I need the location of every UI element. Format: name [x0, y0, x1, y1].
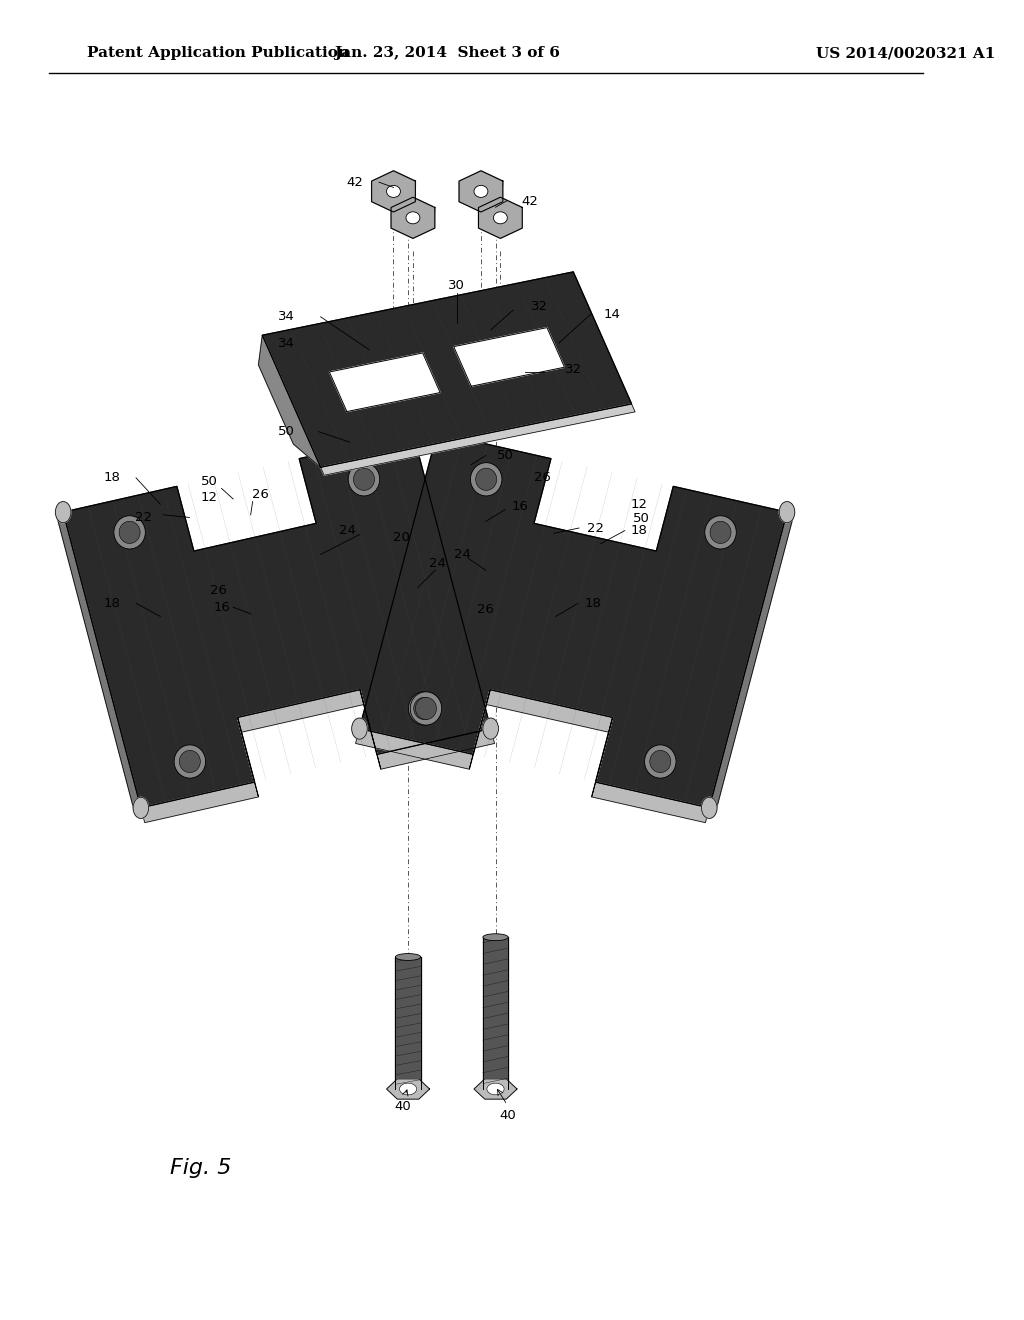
Polygon shape — [321, 404, 635, 475]
Polygon shape — [141, 781, 258, 822]
Text: 34: 34 — [279, 337, 295, 350]
Text: 18: 18 — [631, 524, 648, 537]
Polygon shape — [483, 937, 508, 1089]
Polygon shape — [372, 170, 416, 213]
Polygon shape — [377, 729, 495, 770]
Ellipse shape — [416, 697, 436, 719]
Polygon shape — [330, 352, 440, 412]
Circle shape — [701, 797, 717, 818]
Text: 26: 26 — [534, 471, 551, 484]
Text: 16: 16 — [213, 601, 230, 614]
Text: US 2014/0020321 A1: US 2014/0020321 A1 — [816, 46, 995, 61]
Ellipse shape — [353, 469, 375, 490]
Text: 22: 22 — [135, 511, 153, 524]
Text: 42: 42 — [346, 176, 364, 189]
Text: 34: 34 — [279, 310, 295, 323]
Text: 24: 24 — [454, 548, 471, 561]
Text: Fig. 5: Fig. 5 — [170, 1158, 231, 1179]
Ellipse shape — [483, 933, 508, 941]
Text: Jan. 23, 2014  Sheet 3 of 6: Jan. 23, 2014 Sheet 3 of 6 — [334, 46, 560, 61]
Polygon shape — [360, 689, 381, 770]
Ellipse shape — [386, 185, 400, 198]
Text: 30: 30 — [449, 279, 465, 292]
Polygon shape — [56, 512, 141, 809]
Circle shape — [351, 718, 368, 739]
Text: 18: 18 — [585, 597, 601, 610]
Ellipse shape — [399, 1084, 417, 1094]
Polygon shape — [393, 170, 416, 186]
Polygon shape — [474, 1078, 517, 1100]
Text: 20: 20 — [393, 531, 410, 544]
Ellipse shape — [395, 953, 421, 961]
Ellipse shape — [710, 521, 731, 544]
Polygon shape — [454, 327, 564, 387]
Polygon shape — [592, 781, 710, 822]
Polygon shape — [359, 433, 787, 808]
Polygon shape — [355, 729, 473, 770]
Polygon shape — [478, 197, 522, 239]
Polygon shape — [710, 512, 794, 809]
Circle shape — [133, 797, 148, 818]
Ellipse shape — [470, 462, 502, 496]
Text: 50: 50 — [497, 449, 514, 462]
Ellipse shape — [644, 744, 676, 777]
Polygon shape — [387, 1078, 429, 1100]
Text: 22: 22 — [587, 521, 604, 535]
Text: 24: 24 — [429, 557, 445, 570]
Circle shape — [406, 422, 421, 444]
Ellipse shape — [705, 516, 736, 549]
Polygon shape — [395, 957, 421, 1089]
Text: Patent Application Publication: Patent Application Publication — [87, 46, 349, 61]
Ellipse shape — [494, 211, 507, 224]
Text: 12: 12 — [201, 491, 217, 504]
Polygon shape — [469, 689, 490, 770]
Circle shape — [429, 422, 445, 444]
Text: 12: 12 — [631, 498, 648, 511]
Text: 40: 40 — [500, 1109, 516, 1122]
Ellipse shape — [650, 750, 671, 772]
Text: 50: 50 — [201, 475, 217, 488]
Circle shape — [483, 718, 499, 739]
Ellipse shape — [487, 1084, 504, 1094]
Text: 42: 42 — [521, 195, 538, 209]
Ellipse shape — [474, 185, 487, 198]
Ellipse shape — [411, 692, 441, 725]
Text: 50: 50 — [633, 512, 649, 525]
Text: 18: 18 — [103, 597, 120, 610]
Ellipse shape — [179, 750, 201, 772]
Ellipse shape — [114, 516, 145, 549]
Text: 32: 32 — [530, 300, 548, 313]
Polygon shape — [391, 197, 435, 239]
Polygon shape — [413, 197, 435, 213]
Ellipse shape — [409, 692, 440, 725]
Text: 16: 16 — [511, 500, 528, 513]
Polygon shape — [592, 718, 612, 797]
Polygon shape — [262, 272, 632, 467]
Text: 26: 26 — [252, 488, 269, 502]
Ellipse shape — [174, 744, 206, 777]
Polygon shape — [459, 170, 503, 213]
Ellipse shape — [119, 521, 140, 544]
Polygon shape — [481, 170, 503, 186]
Text: 32: 32 — [565, 363, 582, 376]
Ellipse shape — [406, 211, 420, 224]
Text: 26: 26 — [477, 603, 495, 616]
Text: 18: 18 — [103, 471, 120, 484]
Ellipse shape — [476, 469, 497, 490]
Polygon shape — [238, 689, 364, 733]
Ellipse shape — [348, 462, 380, 496]
Text: 26: 26 — [210, 583, 227, 597]
Text: 50: 50 — [279, 425, 295, 438]
Ellipse shape — [414, 697, 435, 719]
Circle shape — [55, 502, 71, 523]
Polygon shape — [238, 718, 258, 797]
Circle shape — [779, 502, 795, 523]
Text: 24: 24 — [339, 524, 356, 537]
Polygon shape — [258, 335, 321, 467]
Text: 14: 14 — [604, 308, 621, 321]
Polygon shape — [486, 689, 612, 733]
Polygon shape — [501, 197, 522, 213]
Polygon shape — [63, 433, 490, 808]
Text: 40: 40 — [395, 1100, 412, 1113]
